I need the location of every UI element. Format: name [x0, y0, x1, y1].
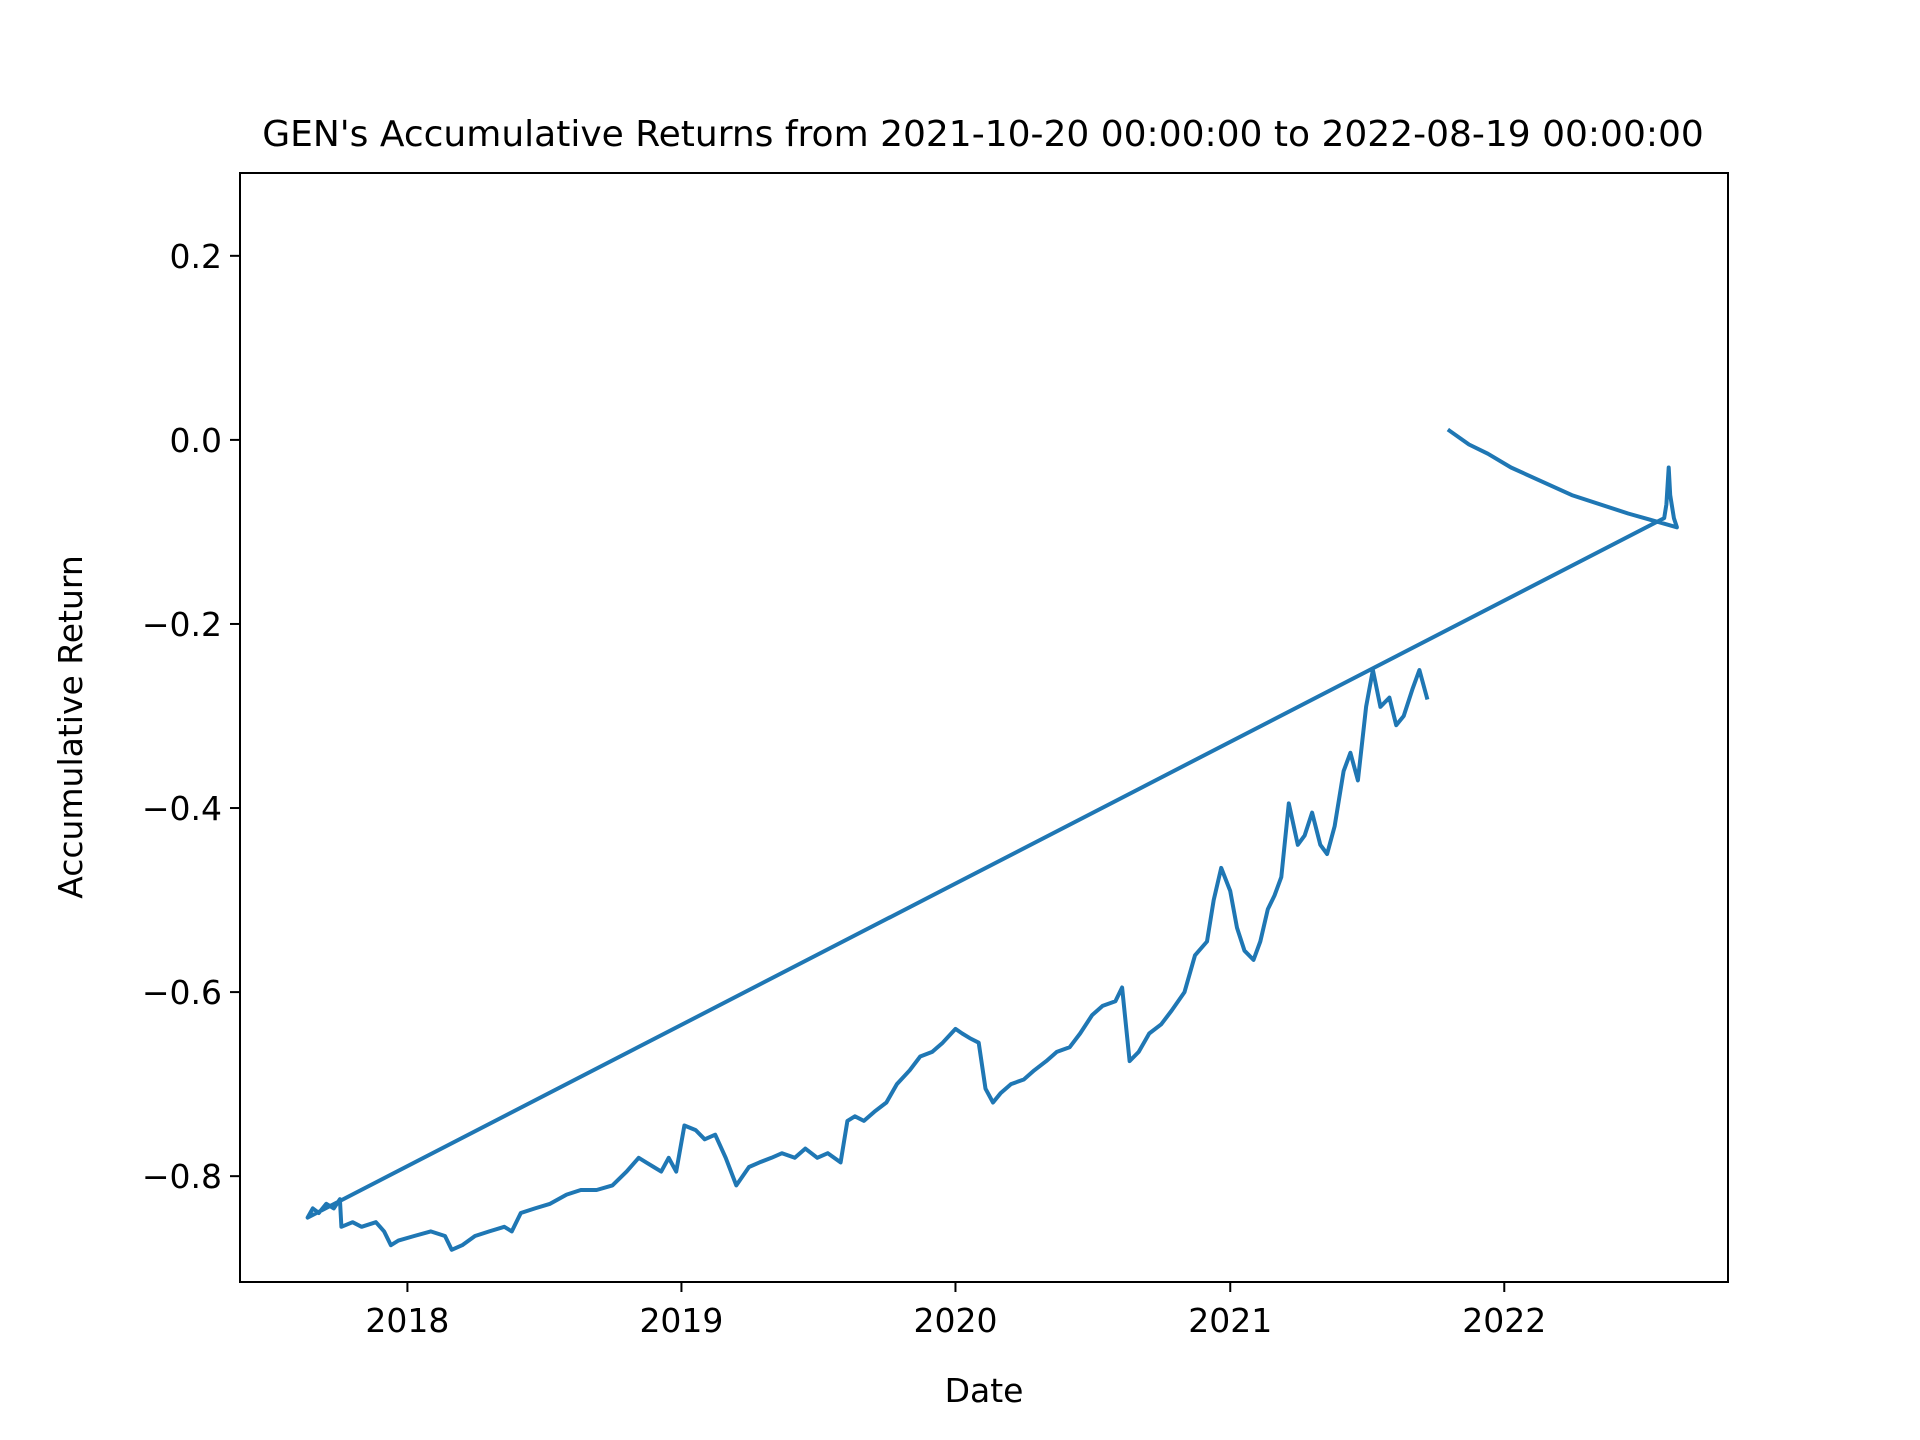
x-tick-label: 2018 [365, 1301, 449, 1340]
y-tick-label: 0.0 [170, 421, 222, 460]
plot-area [305, 427, 1679, 1252]
y-tick-label: −0.6 [142, 973, 222, 1012]
y-axis: 0.2 0.0 −0.2 −0.4 −0.6 −0.8 [142, 237, 240, 1196]
x-tick-label: 2019 [639, 1301, 723, 1340]
y-tick-label: 0.2 [170, 237, 222, 276]
y-tick-label: −0.8 [142, 1157, 222, 1196]
x-tick-label: 2020 [913, 1301, 997, 1340]
series-line [305, 427, 1679, 1252]
x-tick-label: 2022 [1462, 1301, 1546, 1340]
x-axis: 2018 2019 2020 2021 2022 [365, 1282, 1546, 1340]
x-axis-label: Date [945, 1371, 1024, 1410]
y-axis-label: Accumulative Return [51, 555, 90, 899]
axes-frame [239, 172, 1729, 1283]
y-tick-label: −0.4 [142, 789, 222, 828]
chart-title: GEN's Accumulative Returns from 2021-10-… [262, 114, 1704, 155]
y-tick-label: −0.2 [142, 605, 222, 644]
x-tick-label: 2021 [1188, 1301, 1272, 1340]
